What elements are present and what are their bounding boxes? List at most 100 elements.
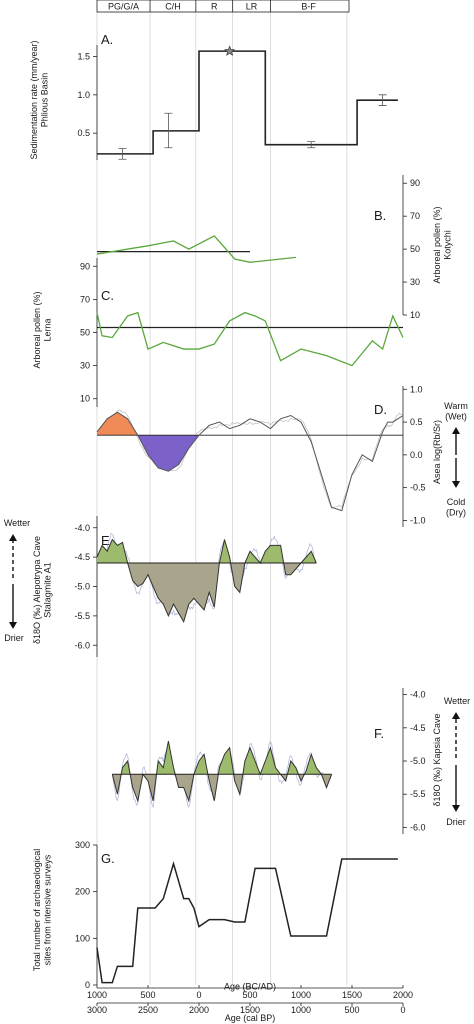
y-tick-label: 90	[80, 261, 90, 271]
period-label: R	[211, 2, 218, 12]
period-bar-frame	[96, 0, 350, 13]
error-bar	[164, 112, 173, 149]
panel-d: -1.0 -0.5 0.0 0.5 1.0 D. Asea log(Rb/Sr)	[96, 384, 442, 527]
raw-trace	[96, 409, 404, 509]
error-bar	[307, 141, 316, 149]
drier-arrow-e-head	[9, 622, 17, 629]
y-tick-label: -5.5	[74, 611, 90, 621]
x-tick-label: 500	[242, 990, 257, 1000]
x-tick-label: 1500	[240, 1005, 260, 1015]
wetter-area	[97, 539, 317, 563]
y-tick-label: 1.0	[410, 384, 423, 394]
x-tick-label: 0	[400, 1005, 405, 1015]
y-tick-label: 1.0	[77, 90, 90, 100]
smoothed-line	[96, 411, 404, 512]
y-tick-label: -6.0	[74, 640, 90, 650]
y-tick-label: 0	[85, 980, 90, 990]
star-marker	[224, 45, 236, 56]
x-tick-label: 1000	[291, 990, 311, 1000]
x-axes: 1000 500 0 500 1000 1500 2000 Age (BC/AD) 3000 25…	[87, 982, 413, 1024]
y-tick-label: -4.5	[74, 552, 90, 562]
panel-b: 10 30 50 70 90 B. Arboreal pollen (%)Kotychi	[96, 175, 452, 320]
y-tick-label: 50	[80, 328, 90, 338]
x-tick-label: 2000	[189, 1005, 209, 1015]
x-axis-title-top: Age (BC/AD)	[224, 982, 276, 992]
y-tick-label: -5.0	[410, 756, 426, 766]
error-bar	[378, 94, 387, 106]
x-tick-label: 1000	[87, 990, 107, 1000]
drier-area	[97, 563, 317, 622]
series-line	[96, 858, 398, 984]
period-boundary-lines	[96, 12, 348, 985]
y-tick-label: -4.0	[410, 690, 426, 700]
y-tick-label: 100	[75, 933, 90, 943]
wetter-label-f: Wetter	[444, 696, 470, 706]
y-tick-label: -6.0	[410, 822, 426, 832]
drier-label-e: Drier	[4, 633, 24, 643]
y-tick-label: 1.5	[77, 52, 90, 62]
period-label: B-F	[301, 2, 316, 12]
panel-label: G.	[101, 851, 115, 866]
x-axis-title-bottom: Age (cal BP)	[225, 1013, 276, 1023]
panel-label: F.	[374, 726, 384, 741]
x-tick-label: 2000	[393, 990, 413, 1000]
period-bar: PG/G/A C/H R LR B-F	[96, 0, 350, 13]
wetter-arrow-f-head	[452, 712, 460, 719]
smoothed-line	[96, 538, 317, 624]
wetter-label-e: Wetter	[4, 518, 30, 528]
y-tick-label: 30	[410, 277, 420, 287]
y-axis-title: δ18O (‰) Kapsia Cave	[432, 713, 442, 806]
y-tick-label: 10	[410, 310, 420, 320]
series-line	[96, 311, 404, 367]
panel-label: C.	[101, 288, 114, 303]
x-tick-label: 1000	[291, 1005, 311, 1015]
drier-arrow-f-head	[452, 805, 460, 812]
y-tick-label: 70	[410, 211, 420, 221]
period-label: LR	[246, 2, 258, 12]
series-line	[97, 50, 398, 155]
direction-indicators: Warm (Wet) Cold (Dry) Wetter Drier Wetter Drier	[4, 401, 470, 827]
x-tick-label: 1500	[342, 990, 362, 1000]
x-tick-label: 3000	[87, 1005, 107, 1015]
period-label: C/H	[165, 2, 181, 12]
panel-c: 10 30 50 70 90 C. Arboreal pollen (%)Lerna	[32, 258, 404, 407]
y-tick-label: 300	[75, 840, 90, 850]
y-tick-label: -4.5	[410, 723, 426, 733]
y-tick-label: 10	[80, 394, 90, 404]
y-tick-label: 90	[410, 178, 420, 188]
y-tick-label: -0.5	[410, 483, 426, 493]
y-axis-title: Sedimentation rate (mm/year)Phlious Basi…	[29, 40, 49, 159]
drier-area	[112, 774, 332, 801]
y-tick-label: -5.0	[74, 582, 90, 592]
y-axis-title: Asea log(Rb/Sr)	[432, 420, 442, 484]
x-tick-label: 0	[196, 990, 201, 1000]
y-tick-label: -5.5	[410, 789, 426, 799]
y-tick-label: 50	[410, 244, 420, 254]
y-tick-label: 30	[80, 361, 90, 371]
smoothed-line	[111, 740, 333, 803]
warm-arrow-head	[452, 427, 460, 434]
y-tick-label: 200	[75, 887, 90, 897]
y-tick-label: 70	[80, 294, 90, 304]
panel-label: B.	[374, 208, 386, 223]
y-tick-label: -1.0	[410, 515, 426, 525]
cold-area	[137, 435, 199, 472]
y-tick-label: 0.5	[410, 417, 423, 427]
panel-g: 0 100 200 300 G. Total number of archaeologic…	[32, 840, 398, 990]
warm-area	[97, 412, 199, 436]
y-axis-title: δ18O (‰) Alepotrypa CaveStalagmite A1	[32, 536, 52, 644]
panel-label: D.	[374, 402, 387, 417]
panel-label: A.	[101, 32, 113, 47]
x-tick-label: 500	[344, 1005, 359, 1015]
panel-f: -6.0 -5.5 -5.0 -4.5 -4.0 F. δ18O (‰) Kapsia Ca…	[111, 688, 442, 834]
warm-label: Warm (Wet)	[444, 401, 468, 421]
cold-arrow-head	[452, 481, 460, 488]
y-tick-label: 0.0	[410, 450, 423, 460]
x-tick-label: 500	[140, 990, 155, 1000]
cold-label: Cold (Dry)	[446, 497, 466, 517]
x-tick-label: 2500	[138, 1005, 158, 1015]
period-label: PG/G/A	[108, 2, 139, 12]
series-line	[96, 235, 296, 263]
y-tick-label: -4.0	[74, 523, 90, 533]
